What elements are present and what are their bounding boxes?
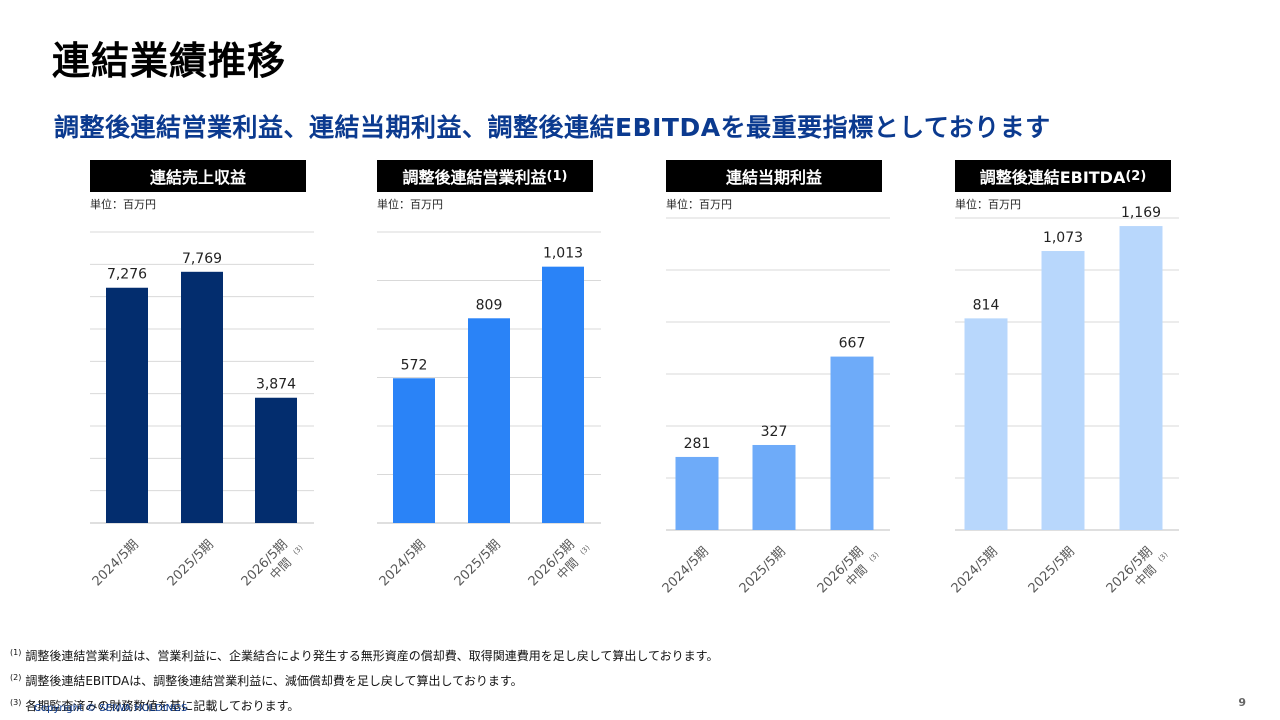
footnote-text: 調整後連結EBITDAは、調整後連結営業利益に、減価償却費を足し戻して算出してお… — [25, 674, 523, 688]
category-note: (3) — [868, 551, 881, 564]
page-number: 9 — [1238, 696, 1246, 709]
category-note: (3) — [579, 544, 592, 557]
chart-panel-revenue: 7,276 2024/5期 7,769 2025/5期 3,874 2026/5期 中間 (3… — [90, 160, 390, 620]
data-label: 814 — [973, 297, 1000, 313]
bar — [1119, 226, 1163, 530]
footnote: (1) 調整後連結営業利益は、営業利益に、企業結合により発生する無形資産の償却費、… — [10, 642, 718, 667]
bar — [468, 318, 510, 523]
data-label: 7,276 — [107, 267, 147, 283]
data-label: 281 — [684, 436, 711, 452]
footnote-mark: (1) — [10, 648, 22, 657]
page-title: 連結業績推移 — [52, 39, 287, 83]
footnote-mark: (2) — [10, 673, 22, 682]
category-label: 2024/5期 — [90, 537, 142, 589]
category-label: 2025/5期 — [1026, 544, 1078, 596]
data-label: 667 — [839, 336, 866, 352]
bar — [393, 378, 435, 523]
chart-title: 連結当期利益 — [725, 168, 822, 187]
bar — [752, 444, 796, 530]
data-label: 809 — [476, 297, 503, 313]
data-label: 1,013 — [543, 246, 583, 262]
bar-chart: 7,2762024/5期7,7692025/5期3,8742026/5期中間(3… — [90, 231, 314, 589]
bar — [964, 318, 1008, 530]
footnote: (3) 各期監査済みの財務数値を基に記載しております。 — [10, 692, 718, 717]
unit-label: 単位：百万円 — [90, 198, 156, 211]
footnote: (2) 調整後連結EBITDAは、調整後連結営業利益に、減価償却費を足し戻して算出… — [10, 667, 718, 692]
footnotes: (1) 調整後連結営業利益は、営業利益に、企業結合により発生する無形資産の償却費、… — [10, 642, 718, 717]
copyright: Copyright © SEIWA HOLDINGS — [34, 703, 188, 714]
chart-title: 調整後連結営業利益 — [402, 168, 547, 187]
chart-header: 調整後連結EBITDA (2) — [955, 160, 1171, 192]
bar — [675, 456, 719, 530]
page-subtitle: 調整後連結営業利益、連結当期利益、調整後連結EBITDAを最重要指標としておりま… — [54, 113, 1051, 142]
chart-panel-adjusted-ebitda: 814 2024/5期 1,073 2025/5期 1,169 2026/5期 中間 (3) … — [949, 160, 1255, 620]
chart-panel-net-income: 281 2024/5期 327 2025/5期 667 2026/5期 中間 (3) 連結当期… — [660, 160, 966, 620]
unit-label: 単位：百万円 — [955, 198, 1021, 211]
category-label: 2025/5期 — [737, 544, 789, 596]
chart-header: 連結売上収益 — [90, 160, 306, 192]
footnote-mark: (3) — [10, 698, 22, 707]
bar — [181, 271, 223, 523]
unit-label: 単位：百万円 — [377, 198, 443, 211]
data-label: 572 — [401, 357, 428, 373]
category-label: 2025/5期 — [452, 537, 504, 589]
category-note: (3) — [1157, 551, 1170, 564]
chart-title-note: (2) — [1125, 168, 1147, 184]
category-label: 2024/5期 — [949, 544, 1001, 596]
data-label: 3,874 — [256, 377, 296, 393]
bar — [1041, 251, 1085, 530]
category-label: 2024/5期 — [377, 537, 429, 589]
chart-header: 連結当期利益 — [666, 160, 882, 192]
bar — [542, 266, 584, 523]
chart-title: 連結売上収益 — [149, 168, 246, 187]
bar — [830, 356, 874, 530]
category-label: 2024/5期 — [660, 544, 712, 596]
chart-panel-adjusted-operating-profit: 572 2024/5期 809 2025/5期 1,013 2026/5期 中間 (3) 調整… — [377, 160, 677, 620]
chart-title-note: (1) — [546, 168, 568, 184]
bar — [255, 397, 297, 523]
category-note: (3) — [292, 544, 305, 557]
unit-label: 単位：百万円 — [666, 198, 732, 211]
data-label: 327 — [761, 424, 788, 440]
data-label: 1,169 — [1121, 205, 1161, 221]
bar — [106, 287, 148, 523]
category-label: 2025/5期 — [165, 537, 217, 589]
data-label: 7,769 — [182, 251, 222, 267]
chart-title: 調整後連結EBITDA — [979, 168, 1126, 187]
data-label: 1,073 — [1043, 230, 1083, 246]
footnote-text: 調整後連結営業利益は、営業利益に、企業結合により発生する無形資産の償却費、取得関… — [25, 649, 719, 663]
footnote-text: 各期監査済みの財務数値を基に記載しております。 — [25, 699, 300, 713]
chart-header: 調整後連結営業利益 (1) — [377, 160, 593, 192]
